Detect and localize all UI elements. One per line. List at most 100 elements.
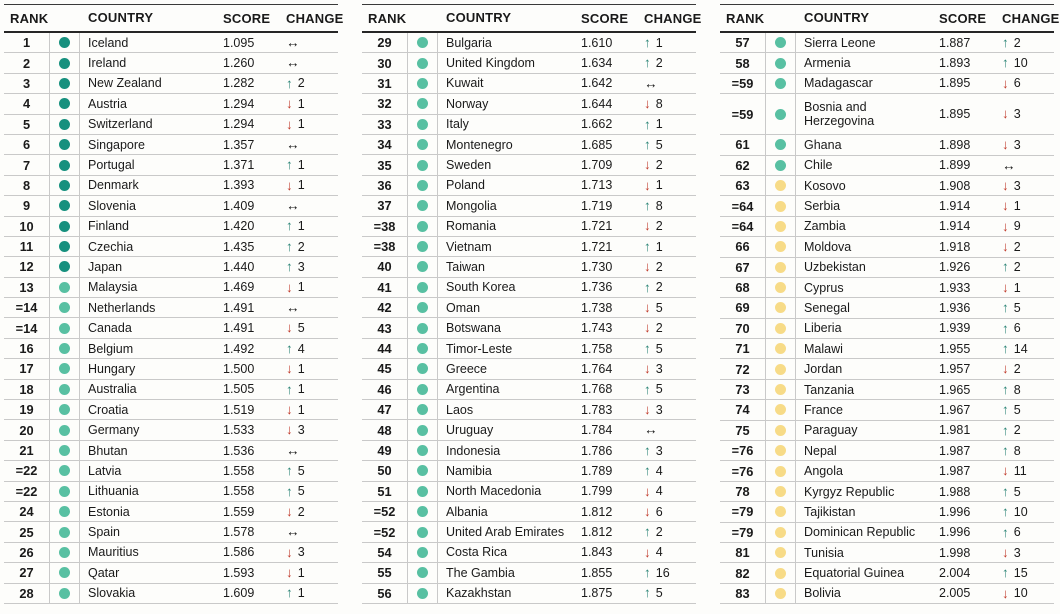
change-cell: ↑ 5 [284,464,338,478]
rank-value: =79 [720,522,766,542]
change-value: 6 [1013,76,1021,91]
country-name: Greece [446,361,487,376]
teal-tier-dot [59,546,70,558]
change-value: 2 [655,56,663,71]
score-value: 1.435 [223,239,255,254]
table-row: 57 Sierra Leone 1.887 ↑ 2 [720,33,1054,54]
score-value: 1.933 [939,280,971,295]
dark-teal-tier-dot [59,241,70,253]
change-cell: ↓ 4 [642,545,696,559]
up-arrow-icon: ↑ [1002,565,1009,581]
table-row: 31 Kuwait 1.642 ↔ [362,73,696,95]
tier-dot-cell [766,339,796,359]
no-change-icon: ↔ [286,524,300,540]
change-cell: ↑ 3 [642,444,696,458]
country-name: Bolivia [804,586,841,601]
up-arrow-icon: ↑ [644,585,651,601]
table-row: 11 Czechia 1.435 ↑ 2 [4,236,338,258]
country-name: Indonesia [446,443,501,458]
tier-dot-cell [408,400,438,420]
change-cell: ↔ [284,301,338,315]
country-name: Oman [446,300,481,315]
down-arrow-icon: ↓ [286,116,293,132]
down-arrow-icon: ↓ [1002,218,1009,234]
rank-value: 6 [4,134,50,155]
change-value: 5 [297,321,305,336]
teal-tier-dot [417,587,428,599]
tier-dot-cell [50,461,80,481]
country-name: Denmark [88,178,139,193]
down-arrow-icon: ↓ [286,503,293,519]
table-row: 49 Indonesia 1.786 ↑ 3 [362,440,696,462]
no-change-icon: ↔ [286,442,300,458]
tier-dot-cell [50,216,80,236]
change-cell: ↑ 2 [1000,36,1054,50]
rank-value: =22 [4,481,50,501]
table-row: =22 Latvia 1.558 ↑ 5 [4,461,338,482]
score-value: 1.685 [581,137,613,152]
tier-dot-cell [408,359,438,379]
change-value: 5 [1013,484,1021,499]
up-arrow-icon: ↑ [1002,341,1009,357]
table-row: 6 Singapore 1.357 ↔ [4,134,338,156]
down-arrow-icon: ↓ [644,503,651,519]
up-arrow-icon: ↑ [1002,422,1009,438]
teal-tier-dot [417,139,428,151]
score-value: 1.786 [581,443,613,458]
change-value: 2 [297,76,305,91]
down-arrow-icon: ↓ [644,361,651,377]
down-arrow-icon: ↓ [286,361,293,377]
tier-dot-cell [408,440,438,461]
yellow-tier-dot [775,465,786,477]
change-value: 6 [1013,525,1021,540]
change-value: 2 [655,219,663,234]
up-arrow-icon: ↑ [644,279,651,295]
country-name: Australia [88,382,137,397]
change-value: 2 [1013,362,1021,377]
change-cell: ↓ 2 [1000,362,1054,376]
tier-dot-cell [50,277,80,298]
rank-value: 30 [362,53,408,73]
rank-value: 82 [720,563,766,583]
rank-value: =14 [4,318,50,338]
change-value: 1 [297,178,305,193]
table-row: 4 Austria 1.294 ↓ 1 [4,94,338,115]
tier-dot-cell [50,257,80,277]
table-row: 47 Laos 1.783 ↓ 3 [362,400,696,421]
country-name: Poland [446,178,485,193]
dark-teal-tier-dot [59,57,70,69]
change-value: 8 [1013,382,1021,397]
up-arrow-icon: ↑ [286,381,293,397]
no-change-icon: ↔ [286,300,300,316]
rank-value: =59 [720,73,766,94]
rank-value: 55 [362,563,408,583]
tier-dot-cell [408,522,438,542]
teal-tier-dot [775,159,786,171]
change-value: 2 [655,158,663,173]
change-value: 15 [1013,566,1028,581]
change-cell: ↑ 5 [1000,301,1054,315]
change-cell: ↑ 16 [642,566,696,580]
country-name: Bulgaria [446,35,492,50]
change-cell: ↑ 5 [642,382,696,396]
score-value: 1.634 [581,56,613,71]
tier-dot-cell [408,318,438,338]
rank-value: =52 [362,501,408,522]
yellow-tier-dot [775,486,786,497]
yellow-tier-dot [775,587,786,599]
change-cell: ↑ 14 [1000,342,1054,356]
country-name: Romania [446,219,497,234]
change-cell: ↑ 6 [1000,525,1054,539]
down-arrow-icon: ↓ [1002,198,1009,214]
score-value: 1.914 [939,219,971,234]
no-change-icon: ↔ [286,34,300,50]
tier-dot-cell [766,542,796,563]
tier-dot-cell [408,277,438,298]
up-arrow-icon: ↑ [286,238,293,254]
teal-tier-dot [59,383,70,395]
tier-dot-cell [766,196,796,216]
change-cell: ↓ 1 [642,178,696,192]
table-row: =52 United Arab Emirates 1.812 ↑ 2 [362,522,696,543]
up-arrow-icon: ↑ [644,198,651,214]
teal-tier-dot [417,118,428,130]
